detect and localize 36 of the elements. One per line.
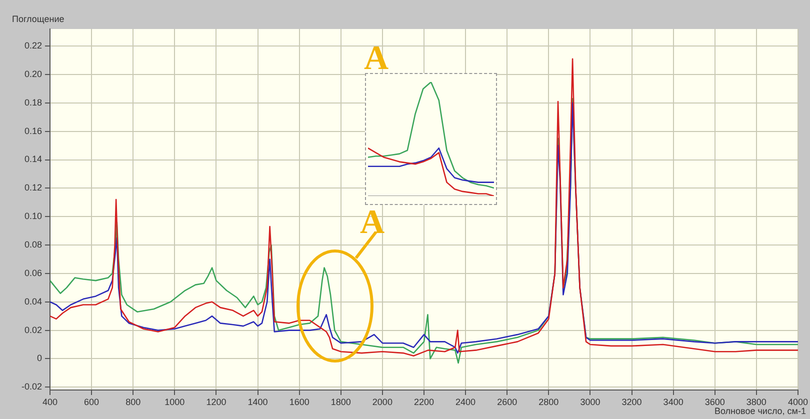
y-axis-title: Поглощение <box>12 14 64 24</box>
x-tick-label: 3400 <box>663 396 684 407</box>
annotation: A <box>360 204 385 241</box>
x-tick-label: 1400 <box>248 396 268 407</box>
x-tick-label: 3600 <box>704 396 725 407</box>
annotation: A <box>364 40 389 77</box>
y-tick-label: 0.22 <box>24 40 42 51</box>
x-tick-label: 400 <box>42 396 58 407</box>
y-tick-label: 0.10 <box>24 211 42 222</box>
x-tick-label: 2400 <box>456 396 476 407</box>
x-tick-label: 2800 <box>538 396 559 407</box>
x-tick-label: 600 <box>84 396 100 407</box>
y-tick-label: 0.02 <box>24 324 42 335</box>
y-tick-label: 0.06 <box>24 268 42 278</box>
y-tick-label: 0 <box>36 353 42 364</box>
y-tick-label: 0.08 <box>24 240 42 250</box>
y-tick-label: -0.02 <box>21 382 42 392</box>
y-tick-label: 0.18 <box>24 97 42 108</box>
y-tick-label: 0.20 <box>24 68 42 79</box>
x-tick-label: 3200 <box>622 396 642 407</box>
x-tick-label: 1800 <box>330 396 351 407</box>
x-axis-title: Волновое число, см-1 <box>714 406 806 416</box>
y-tick-label: 0.16 <box>24 126 42 136</box>
x-tick-label: 2600 <box>497 396 518 407</box>
x-tick-label: 2200 <box>414 396 434 407</box>
y-tick-label: 0.04 <box>24 296 42 306</box>
x-tick-label: 3000 <box>580 396 600 407</box>
x-tick-label: 1000 <box>164 396 185 407</box>
x-tick-label: 3800 <box>746 396 766 407</box>
x-tick-label: 4000 <box>788 396 808 407</box>
x-tick-label: 1600 <box>289 396 310 407</box>
x-tick-label: 2000 <box>372 396 392 407</box>
x-tick-label: 1200 <box>206 396 226 407</box>
x-tick-label: 800 <box>126 396 141 407</box>
y-tick-label: 0.14 <box>24 154 42 164</box>
y-tick-label: 0.12 <box>24 182 42 193</box>
